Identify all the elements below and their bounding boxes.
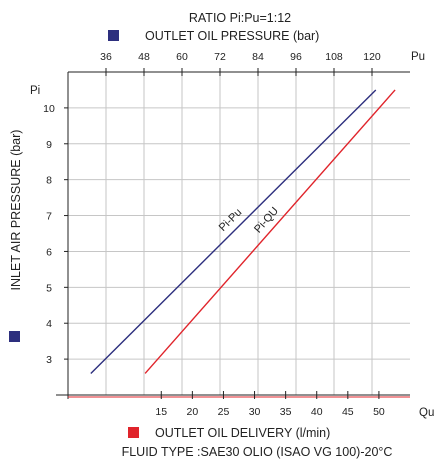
bottom-tick-label: 30 <box>249 406 261 418</box>
bottom-tick-label: 45 <box>342 406 354 418</box>
legend-swatch-outlet-oil-pressure <box>108 30 119 41</box>
chart-subtitle-fluid-type: FLUID TYPE :SAE30 OLIO (ISAO VG 100)-20°… <box>122 445 393 459</box>
bottom-tick-label: 25 <box>218 406 230 418</box>
legend-swatch-outlet-oil-delivery <box>128 427 139 438</box>
axes <box>56 68 410 399</box>
top-tick-label: 48 <box>138 51 150 63</box>
bottom-tick-label: 20 <box>187 406 199 418</box>
y-tick-label: 8 <box>46 175 52 187</box>
bottom-tick-label: 40 <box>311 406 323 418</box>
left-axis-name-pi: Pi <box>30 85 40 97</box>
series: Pi-Pu Pi-QU <box>90 89 396 374</box>
series-line-pi-qu <box>144 89 396 374</box>
legend-label-outlet-oil-delivery: OUTLET OIL DELIVERY (l/min) <box>155 426 330 440</box>
y-tick-label: 3 <box>46 354 52 366</box>
top-axis-name-pu: Pu <box>411 51 425 63</box>
y-tick-label: 7 <box>46 211 52 223</box>
top-tick-label: 36 <box>100 51 112 63</box>
legend-swatch-inlet-air-pressure <box>9 331 20 342</box>
chart-title: RATIO Pi:Pu=1:12 <box>189 11 291 25</box>
bottom-axis-name-qu: Qu <box>419 407 434 419</box>
series-label-pi-pu: Pi-Pu <box>217 206 245 233</box>
y-tick-label: 4 <box>46 318 52 330</box>
y-tick-label: 6 <box>46 246 52 258</box>
legend-label-inlet-air-pressure: INLET AIR PRESSURE (bar) <box>9 130 23 291</box>
bottom-tick-label: 35 <box>280 406 292 418</box>
top-tick-label: 60 <box>176 51 188 63</box>
series-line-pi-pu <box>90 89 377 374</box>
y-tick-label: 10 <box>43 103 55 115</box>
top-tick-label: 108 <box>325 51 343 63</box>
grid <box>68 72 410 395</box>
series-label-pi-qu: Pi-QU <box>252 205 281 235</box>
top-tick-label: 96 <box>290 51 302 63</box>
bottom-tick-label: 15 <box>155 406 167 418</box>
top-tick-label: 84 <box>252 51 264 63</box>
legend-label-outlet-oil-pressure: OUTLET OIL PRESSURE (bar) <box>145 29 319 43</box>
y-tick-label: 5 <box>46 282 52 294</box>
bottom-tick-label: 50 <box>373 406 385 418</box>
top-tick-label: 120 <box>363 51 381 63</box>
top-tick-label: 72 <box>214 51 226 63</box>
y-tick-label: 9 <box>46 139 52 151</box>
